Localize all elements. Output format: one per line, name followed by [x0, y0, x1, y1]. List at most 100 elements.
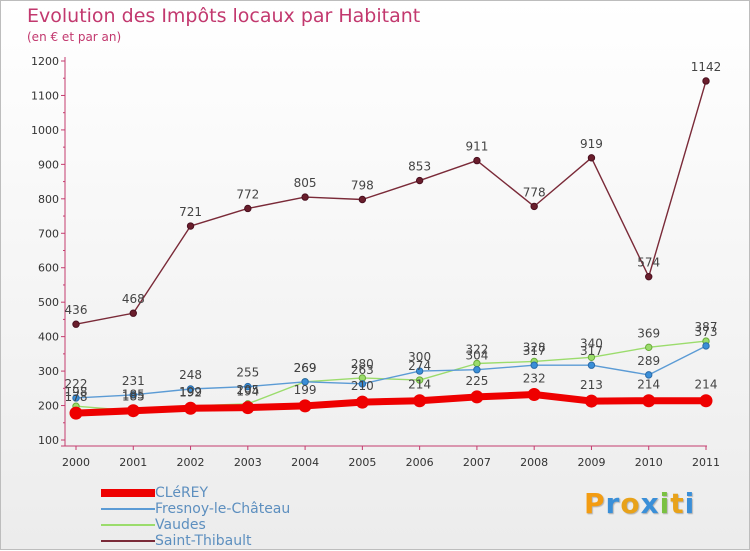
y-tick-label: 100 — [38, 434, 59, 447]
legend-label: CLéREY — [155, 485, 209, 501]
data-point — [642, 394, 656, 408]
data-label: 205 — [236, 383, 259, 397]
data-point — [298, 399, 312, 413]
y-tick-label: 300 — [38, 365, 59, 378]
data-point — [244, 204, 252, 213]
y-tick-label: 800 — [38, 193, 59, 206]
data-label: 263 — [351, 363, 374, 377]
data-label: 255 — [236, 366, 259, 380]
data-point — [587, 353, 596, 362]
data-label: 248 — [179, 368, 202, 382]
data-label: 911 — [465, 140, 488, 154]
legend-label: Fresnoy-le-Château — [155, 501, 291, 517]
y-tick-label: 900 — [38, 158, 59, 171]
data-point — [702, 342, 710, 350]
y-tick-label: 1000 — [31, 124, 59, 137]
legend-label: Vaudes — [155, 517, 206, 533]
data-point — [702, 77, 710, 85]
y-tick-label: 600 — [38, 262, 59, 275]
x-tick-label: 2000 — [62, 456, 90, 469]
data-label: 185 — [122, 388, 145, 402]
x-tick-label: 2009 — [577, 456, 605, 469]
x-tick-label: 2006 — [406, 456, 434, 469]
data-label: 436 — [65, 303, 88, 317]
data-label: 214 — [695, 378, 718, 392]
series-line-1 — [75, 345, 707, 399]
data-point — [415, 376, 424, 384]
data-label: 304 — [465, 349, 488, 363]
data-point — [241, 401, 255, 415]
data-label: 328 — [523, 340, 546, 354]
data-point — [355, 395, 369, 409]
data-label: 468 — [122, 292, 145, 306]
data-label: 198 — [65, 385, 88, 399]
x-tick-label: 2008 — [520, 456, 548, 469]
brand-letter: P — [584, 487, 606, 520]
data-label: 214 — [637, 378, 660, 392]
data-point — [587, 154, 596, 162]
legend-item: Vaudes — [101, 517, 290, 533]
brand-letter: i — [659, 487, 671, 520]
data-label: 185 — [122, 390, 145, 404]
x-tick-label: 2001 — [119, 456, 147, 469]
data-label: 798 — [351, 179, 374, 193]
legend-item: CLéREY — [101, 485, 290, 501]
data-label: 213 — [580, 378, 603, 392]
data-label: 199 — [294, 383, 317, 397]
legend-swatch — [101, 508, 155, 510]
data-point — [530, 361, 538, 369]
data-point — [186, 222, 195, 230]
data-point — [244, 382, 252, 391]
data-point — [699, 394, 713, 408]
data-label: 300 — [408, 350, 431, 364]
x-tick-label: 2005 — [348, 456, 376, 469]
legend-swatch — [101, 489, 155, 497]
data-label: 574 — [637, 256, 660, 270]
y-tick-label: 700 — [38, 227, 59, 240]
data-label: 317 — [580, 344, 603, 358]
data-label: 269 — [294, 361, 317, 375]
data-point — [301, 193, 309, 201]
x-tick-label: 2003 — [234, 456, 262, 469]
data-label: 317 — [523, 344, 546, 358]
data-point — [301, 378, 309, 386]
data-label: 178 — [65, 390, 88, 404]
data-label: 280 — [351, 357, 374, 371]
y-tick-label: 500 — [38, 296, 59, 309]
data-label: 274 — [408, 359, 431, 373]
data-point — [72, 320, 80, 328]
data-point — [587, 361, 596, 369]
data-point — [129, 391, 137, 399]
x-tick-label: 2007 — [463, 456, 491, 469]
data-point — [186, 385, 195, 393]
y-tick-label: 1100 — [31, 89, 59, 102]
data-point — [415, 367, 424, 375]
y-tick-label: 200 — [38, 400, 59, 413]
series-line-3 — [75, 80, 707, 325]
data-label: 210 — [351, 379, 374, 393]
data-label: 322 — [465, 343, 488, 357]
data-point — [358, 380, 367, 388]
data-label: 231 — [122, 374, 145, 388]
data-label: 772 — [236, 187, 259, 201]
data-point — [645, 272, 653, 281]
data-point — [69, 406, 83, 420]
data-label: 194 — [236, 385, 259, 399]
data-point — [645, 371, 653, 379]
chart-title: Evolution des Impôts locaux par Habitant — [27, 5, 421, 27]
data-point — [72, 394, 80, 402]
data-label: 192 — [179, 385, 202, 399]
data-label: 289 — [637, 354, 660, 368]
legend-swatch — [101, 540, 155, 542]
data-label: 222 — [65, 377, 88, 391]
data-point — [473, 156, 481, 165]
legend-swatch — [101, 524, 155, 526]
y-tick-label: 400 — [38, 331, 59, 344]
data-point — [527, 388, 541, 402]
y-tick-label: 1200 — [31, 55, 59, 68]
brand-letter: i — [684, 487, 696, 520]
brand-letter: x — [640, 487, 660, 520]
data-label: 1142 — [691, 60, 722, 74]
brand-letter: o — [620, 487, 641, 520]
data-point — [126, 404, 140, 418]
